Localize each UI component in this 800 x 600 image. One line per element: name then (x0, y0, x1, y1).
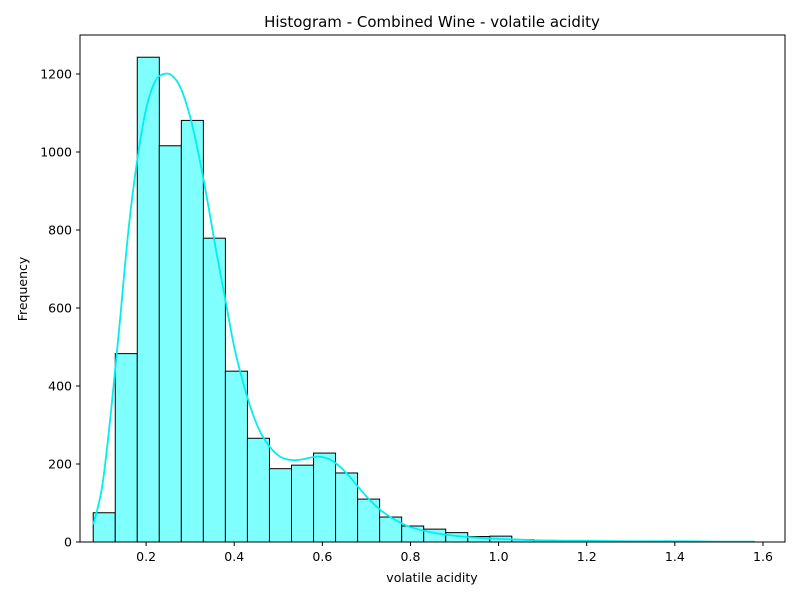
y-tick-label: 600 (48, 301, 72, 316)
y-tick-label: 200 (48, 457, 72, 472)
x-tick-label: 1.2 (577, 549, 597, 564)
ticks-layer: 0.2 0.4 0.6 0.8 1.0 1.2 1.4 1.6 0 200 400 600 800 100… (40, 67, 773, 565)
x-tick-label: 1.6 (753, 549, 773, 564)
x-tick-label: 1.0 (489, 549, 509, 564)
histogram-bar (136, 56, 160, 543)
x-tick-label: 0.6 (312, 549, 332, 564)
x-axis-label: volatile acidity (386, 570, 478, 585)
y-tick-label: 1000 (40, 145, 72, 160)
histogram-bar (268, 468, 292, 543)
y-tick-label: 1200 (40, 67, 72, 82)
histogram-bar (313, 452, 337, 543)
axes-layer (79, 34, 786, 543)
x-tick-label: 0.2 (136, 549, 156, 564)
histogram-bar (224, 370, 248, 543)
y-tick-label: 400 (48, 379, 72, 394)
histogram-bar (291, 464, 315, 543)
y-axis-label: Frequency (15, 256, 30, 321)
histogram-bar (114, 353, 138, 543)
x-tick-label: 0.4 (224, 549, 244, 564)
y-tick-label: 0 (64, 535, 72, 550)
chart-title: Histogram - Combined Wine - volatile aci… (264, 13, 600, 31)
histogram-bar (158, 145, 182, 543)
x-tick-label: 0.8 (401, 549, 421, 564)
y-tick-label: 800 (48, 223, 72, 238)
histogram-bar (246, 437, 270, 543)
plot-frame (79, 34, 786, 543)
kde-line (92, 72, 755, 543)
x-tick-label: 1.4 (665, 549, 685, 564)
bars-layer (92, 56, 755, 543)
histogram-bar (92, 512, 116, 543)
kde-layer (92, 72, 755, 543)
histogram-bar (180, 119, 204, 543)
